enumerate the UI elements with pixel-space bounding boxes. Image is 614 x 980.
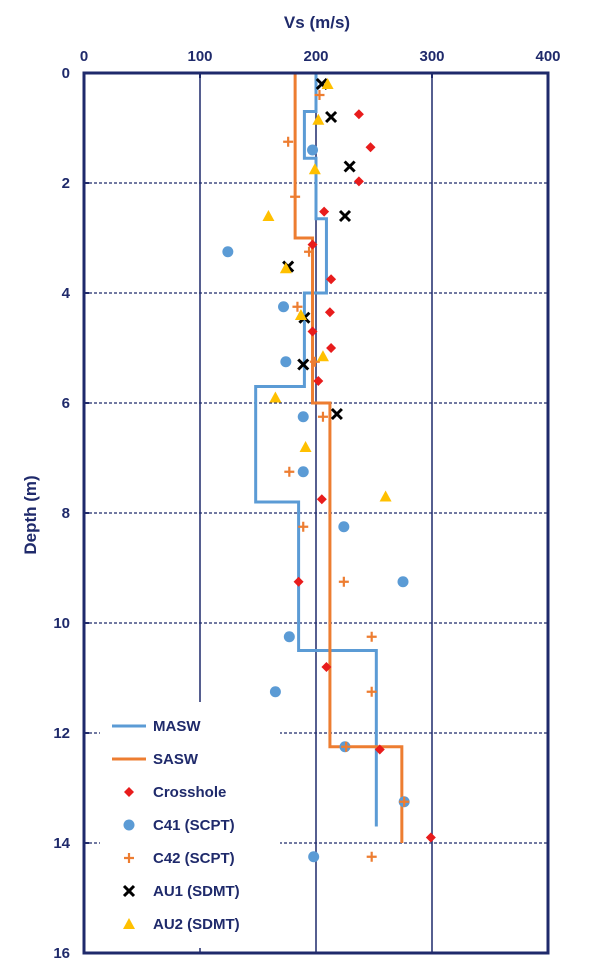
x-tick-label: 400	[535, 48, 560, 65]
c42-scpt-point	[338, 576, 349, 587]
c42-scpt-point	[298, 521, 309, 532]
legend-label-crosshole: Crosshole	[153, 784, 226, 801]
au1-sdmt-point	[325, 110, 338, 124]
x-tick-label: 300	[419, 48, 444, 65]
au2-sdmt-point	[312, 113, 325, 125]
crosshole-point	[324, 307, 335, 318]
y-tick-label: 10	[53, 615, 70, 632]
crosshole-point	[316, 494, 327, 505]
au1-sdmt-point	[297, 358, 310, 371]
y-tick-label: 6	[62, 395, 70, 412]
au2-sdmt-point	[279, 262, 292, 274]
legend-label-sasw: SASW	[153, 751, 199, 768]
y-tick-label: 4	[62, 285, 71, 302]
crosshole-point	[353, 109, 364, 120]
legend-swatch-crosshole	[124, 787, 134, 797]
y-tick-label: 14	[53, 835, 70, 852]
c42-scpt-point	[290, 191, 301, 202]
au2-sdmt-point	[308, 163, 321, 175]
c42-scpt-point	[292, 301, 303, 312]
c42-scpt-point	[304, 246, 315, 257]
crosshole-point	[321, 662, 332, 672]
c42-scpt-point	[366, 686, 377, 697]
c42-scpt-point	[283, 136, 294, 147]
au1-sdmt-point	[330, 407, 343, 421]
legend-label-au1-sdmt: AU1 (SDMT)	[153, 883, 240, 900]
x-axis-title: Vs (m/s)	[284, 13, 350, 32]
c42-scpt-point	[399, 796, 410, 807]
c41-scpt-point	[283, 631, 295, 643]
crosshole-point	[365, 142, 376, 153]
y-tick-label: 16	[53, 945, 70, 962]
crosshole-point	[319, 206, 330, 217]
x-tick-labels: 0 100 200 300 400	[80, 48, 561, 65]
legend-label-c42-scpt: C42 (SCPT)	[153, 850, 235, 867]
au2-sdmt-point	[299, 441, 312, 452]
c41-scpt-point	[307, 144, 319, 156]
c41-scpt-point	[297, 466, 309, 478]
masw-line	[254, 73, 378, 827]
legend-swatch-au1-sdmt	[122, 884, 136, 898]
series-lines	[254, 73, 404, 843]
au1-sdmt-point	[343, 160, 356, 173]
au2-sdmt-point	[316, 350, 329, 362]
au2-sdmt-point	[379, 490, 392, 502]
c41-scpt-point	[338, 521, 350, 533]
c41-scpt-point	[269, 686, 281, 698]
crosshole-point	[374, 744, 385, 755]
legend: MASW SASW Crosshole C41 (SCPT) C42 (SCPT) AU1…	[112, 718, 240, 933]
y-tick-labels: 0 2 4 6 8 10 12 14 16	[53, 65, 70, 962]
c41-scpt-point	[308, 851, 320, 863]
legend-swatch-c42-scpt	[124, 853, 134, 863]
crosshole-point	[293, 576, 304, 587]
au2-sdmt-point	[269, 391, 282, 403]
series-markers	[222, 77, 436, 863]
legend-label-c41-scpt: C41 (SCPT)	[153, 817, 235, 834]
c41-scpt-point	[222, 246, 234, 258]
y-axis-title: Depth (m)	[21, 475, 40, 554]
au2-sdmt-point	[321, 78, 334, 89]
c42-scpt-point	[366, 851, 377, 862]
c41-scpt-point	[280, 356, 292, 368]
crosshole-point	[313, 376, 324, 386]
x-tick-label: 200	[303, 48, 328, 65]
x-tick-label: 100	[187, 48, 212, 65]
c42-scpt-point	[317, 411, 328, 422]
crosshole-point	[307, 326, 318, 337]
sasw-line	[293, 73, 404, 843]
c41-scpt-point	[397, 576, 409, 588]
au2-sdmt-point	[262, 210, 275, 221]
c42-scpt-point	[309, 356, 320, 367]
x-tick-label: 0	[80, 48, 88, 65]
plot-frame	[82, 71, 550, 955]
crosshole-point	[353, 176, 364, 187]
c41-scpt-point	[297, 411, 309, 423]
y-tick-label: 8	[62, 505, 70, 522]
c42-scpt-point	[341, 741, 352, 752]
y-tick-label: 0	[62, 65, 70, 82]
au2-sdmt-point	[294, 309, 307, 320]
legend-label-masw: MASW	[153, 718, 201, 735]
crosshole-point	[425, 832, 436, 843]
c42-scpt-point	[284, 466, 295, 477]
c42-scpt-point	[314, 90, 325, 100]
c42-scpt-point	[366, 631, 377, 642]
legend-swatch-au2-sdmt	[123, 918, 135, 929]
crosshole-point	[326, 343, 337, 353]
y-tick-label: 12	[53, 725, 70, 742]
c41-scpt-point	[278, 301, 290, 313]
y-tick-label: 2	[62, 175, 70, 192]
legend-label-au2-sdmt: AU2 (SDMT)	[153, 916, 240, 933]
au1-sdmt-point	[338, 209, 352, 223]
crosshole-point	[326, 274, 337, 285]
legend-swatch-c41-scpt	[123, 819, 135, 831]
